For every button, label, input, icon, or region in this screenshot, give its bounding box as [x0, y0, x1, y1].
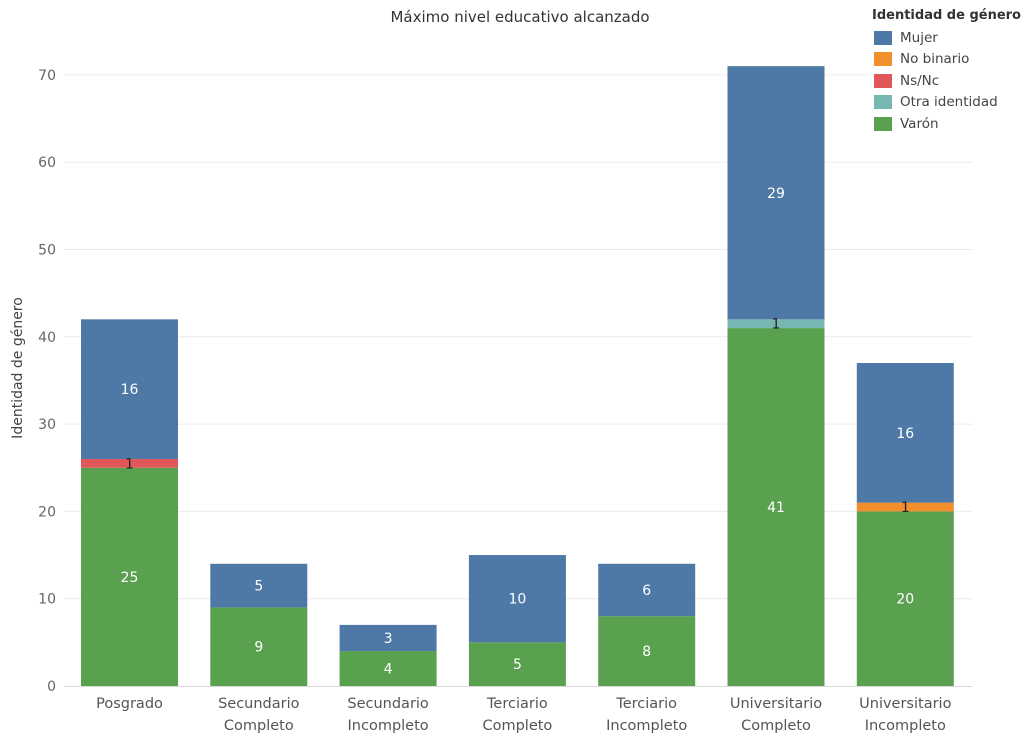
bar-segment — [81, 319, 178, 460]
x-tick-label: Incompleto — [606, 718, 687, 733]
bar-segment — [339, 651, 437, 686]
data-label: 1 — [125, 456, 134, 472]
bar-segment — [727, 328, 825, 686]
bar-segment — [81, 467, 178, 686]
chart-title: Máximo nivel educativo alcanzado — [390, 8, 650, 26]
bar-segment — [210, 563, 308, 608]
axes: 0 10 20 30 40 50 60 70 Identidad de género Posgra… — [10, 68, 972, 733]
data-label: 10 — [508, 592, 526, 608]
data-label: 41 — [767, 500, 785, 516]
data-label: 1 — [772, 317, 781, 333]
y-tick-label: 60 — [38, 155, 56, 171]
legend-label: Ns/Nc — [900, 72, 940, 89]
data-label: 1 — [901, 500, 910, 516]
bar-segment — [468, 642, 566, 686]
data-label: 5 — [513, 657, 522, 673]
y-tick-label: 0 — [47, 679, 56, 695]
x-tick-label: Secundario — [218, 696, 300, 712]
x-tick-label: Terciario — [486, 696, 548, 712]
legend-item[interactable]: Mujer — [870, 27, 1028, 49]
x-tick-label: Terciario — [615, 696, 677, 712]
legend-item[interactable]: Otra identidad — [870, 92, 1028, 114]
legend-item[interactable]: No binario — [870, 49, 1028, 71]
data-label: 25 — [121, 570, 139, 586]
bar-segment — [727, 319, 825, 329]
data-label: 16 — [121, 382, 139, 398]
data-label: 20 — [896, 592, 914, 608]
x-tick-label: Completo — [482, 718, 552, 733]
bar-segment — [210, 607, 308, 686]
data-labels: 25 1 16 9 5 4 3 5 10 8 6 41 1 29 20 1 16 — [121, 186, 915, 678]
bar-segment — [856, 511, 954, 686]
legend-swatch — [874, 73, 892, 88]
data-label: 3 — [384, 631, 393, 647]
x-tick-label: Universitario — [859, 696, 951, 712]
data-label: 29 — [767, 186, 785, 202]
x-tick-label: Posgrado — [96, 696, 163, 712]
bars — [81, 66, 954, 686]
y-tick-label: 30 — [38, 417, 56, 433]
legend-swatch — [874, 95, 892, 110]
x-tick-label: Completo — [741, 718, 811, 733]
legend-label: Mujer — [900, 29, 938, 46]
data-label: 6 — [642, 583, 651, 599]
y-tick-label: 50 — [38, 243, 56, 259]
bar-segment — [598, 616, 696, 686]
legend-items: Mujer No binario Ns/Nc Otra identidad Varón — [870, 27, 1028, 135]
y-tick-label: 20 — [38, 504, 56, 520]
legend-label: Otra identidad — [900, 94, 998, 111]
data-label: 16 — [896, 426, 914, 442]
x-tick-label: Universitario — [730, 696, 822, 712]
legend-label: No binario — [900, 51, 970, 68]
legend-swatch — [874, 30, 892, 45]
legend-item[interactable]: Ns/Nc — [870, 70, 1028, 92]
gridlines — [64, 74, 972, 600]
data-label: 8 — [642, 644, 651, 660]
x-tick-label: Incompleto — [348, 718, 429, 733]
bar-segment — [81, 459, 178, 468]
bar-segment — [468, 555, 566, 643]
y-tick-label: 10 — [38, 592, 56, 608]
data-label: 4 — [384, 662, 393, 678]
x-tick-label: Completo — [224, 718, 294, 733]
legend-swatch — [874, 52, 892, 67]
data-label: 5 — [254, 579, 263, 595]
bar-segment — [598, 563, 696, 617]
data-label: 9 — [254, 640, 263, 656]
x-tick-label: Secundario — [347, 696, 429, 712]
bar-segment — [727, 66, 825, 320]
legend: Identidad de género Mujer No binario Ns/Nc… — [870, 8, 1028, 135]
y-tick-label: 40 — [38, 330, 56, 346]
bar-segment — [856, 502, 954, 512]
x-tick-label: Incompleto — [865, 718, 946, 733]
y-axis-title: Identidad de género — [10, 297, 26, 439]
legend-item[interactable]: Varón — [870, 113, 1028, 135]
legend-label: Varón — [900, 115, 939, 132]
y-tick-label: 70 — [38, 68, 56, 84]
legend-title: Identidad de género — [872, 8, 1021, 23]
legend-swatch — [874, 116, 892, 131]
bar-segment — [339, 624, 437, 652]
bar-segment — [856, 362, 954, 503]
